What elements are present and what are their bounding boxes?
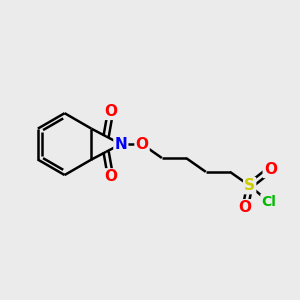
Text: O: O [264, 162, 277, 177]
Text: O: O [104, 104, 117, 119]
Text: Cl: Cl [261, 195, 276, 209]
Text: S: S [244, 178, 255, 193]
Text: O: O [136, 136, 148, 152]
Text: N: N [115, 136, 127, 152]
Text: O: O [104, 169, 117, 184]
Text: O: O [239, 200, 252, 215]
